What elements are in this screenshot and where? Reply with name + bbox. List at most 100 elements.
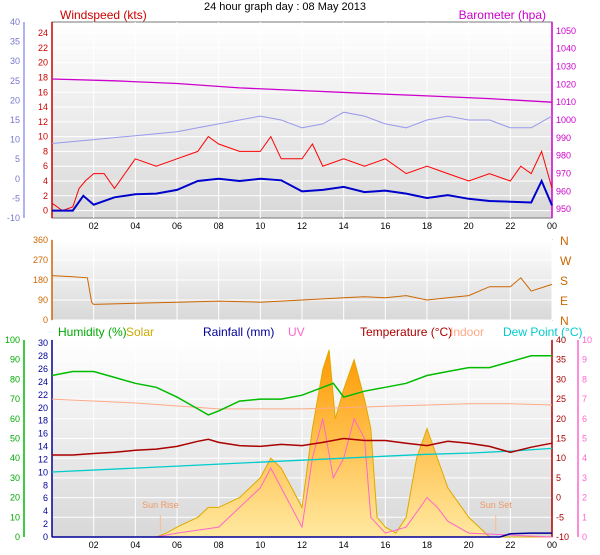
feels-like-tick-label: 35	[10, 37, 20, 47]
temperature-tick-label: 35	[556, 355, 566, 365]
x-tick-label: 14	[339, 221, 349, 231]
rainfall-tick-label: 0	[43, 532, 48, 542]
humidity-line	[51, 355, 552, 416]
x-tick-label: 16	[380, 221, 390, 231]
feels-like-tick-label: 10	[10, 135, 20, 145]
windspeed-tick-label: 10	[38, 132, 48, 142]
temperature-tick-label: 30	[556, 374, 566, 384]
direction-tick-label: 360	[33, 235, 48, 245]
temperature-line	[52, 437, 553, 456]
windspeed-tick-label: 4	[43, 176, 48, 186]
feels-like-tick-label: 5	[15, 154, 20, 164]
rainfall-tick-label: 26	[38, 364, 48, 374]
humidity-tick-label: 100	[5, 335, 20, 345]
humidity-tick-label: 30	[10, 473, 20, 483]
feels-like-tick-label: 30	[10, 56, 20, 66]
solar-legend: Solar	[126, 325, 154, 339]
barometer-tick-label: 1050	[556, 26, 576, 36]
uv-tick-label: 9	[582, 355, 587, 365]
uv-legend: UV	[288, 325, 305, 339]
windspeed-tick-label: 0	[43, 206, 48, 216]
sunset-label: Sun Set	[480, 500, 513, 510]
x-tick-label: 20	[464, 221, 474, 231]
rainfall-tick-label: 8	[43, 480, 48, 490]
barometer-tick-label: 950	[556, 204, 571, 214]
humidity-tick-label: 20	[10, 493, 20, 503]
x-tick-label: 00	[547, 540, 557, 550]
barometer-tick-label: 1010	[556, 97, 576, 107]
temperature-tick-label: 10	[556, 453, 566, 463]
rainfall-tick-label: 18	[38, 416, 48, 426]
humidity-tick-label: 90	[10, 355, 20, 365]
rainfall-tick-label: 4	[43, 506, 48, 516]
windspeed-tick-label: 20	[38, 58, 48, 68]
windspeed-tick-label: 6	[43, 161, 48, 171]
feels-like-tick-label: -10	[7, 213, 20, 223]
uv-tick-label: 10	[582, 335, 592, 345]
windspeed-axis-label: Windspeed (kts)	[60, 8, 147, 22]
x-tick-label: 00	[547, 221, 557, 231]
x-tick-label: 06	[172, 221, 182, 231]
rain-line	[52, 532, 552, 538]
x-tick-label: 18	[422, 221, 432, 231]
uv-tick-label: 2	[582, 493, 587, 503]
rainfall-legend: Rainfall (mm)	[203, 325, 274, 339]
humidity-tick-label: 10	[10, 512, 20, 522]
windspeed-tick-label: 8	[43, 146, 48, 156]
direction-tick-label: 90	[38, 295, 48, 305]
rainfall-tick-label: 14	[38, 442, 48, 452]
x-tick-label: 10	[255, 540, 265, 550]
humidity-tick-label: 80	[10, 374, 20, 384]
rainfall-tick-label: 10	[38, 467, 48, 477]
barometer-axis-label: Barometer (hpa)	[459, 8, 546, 22]
sunrise-label: Sun Rise	[142, 500, 179, 510]
rainfall-tick-label: 6	[43, 493, 48, 503]
temperature-tick-label: 25	[556, 394, 566, 404]
rainfall-tick-label: 22	[38, 390, 48, 400]
uv-tick-label: 4	[582, 453, 587, 463]
windspeed-tick-label: 12	[38, 117, 48, 127]
x-tick-label: 22	[505, 221, 515, 231]
windspeed-tick-label: 2	[43, 191, 48, 201]
compass-tick-label: W	[560, 254, 572, 268]
direction-tick-label: 270	[33, 255, 48, 265]
windspeed-tick-label: 14	[38, 102, 48, 112]
uv-tick-label: 0	[582, 532, 587, 542]
temperature-tick-label: -5	[556, 512, 564, 522]
temperature-legend: Temperature (°C)	[360, 325, 452, 339]
barometer-tick-label: 1020	[556, 79, 576, 89]
humidity-tick-label: 0	[15, 532, 20, 542]
x-tick-label: 08	[214, 540, 224, 550]
temperature-tick-label: 15	[556, 434, 566, 444]
uv-tick-label: 1	[582, 512, 587, 522]
barometer-tick-label: 1000	[556, 115, 576, 125]
windspeed-tick-label: 18	[38, 72, 48, 82]
rainfall-tick-label: 20	[38, 403, 48, 413]
chart-title: 24 hour graph day : 08 May 2013	[204, 1, 366, 13]
compass-tick-label: E	[560, 294, 568, 308]
temperature-tick-label: 5	[556, 473, 561, 483]
grid-lines	[52, 22, 553, 538]
feels-like-tick-label: 25	[10, 76, 20, 86]
temperature-tick-label: 40	[556, 335, 566, 345]
windspeed-tick-label: 22	[38, 43, 48, 53]
temperature-tick-label: 0	[556, 493, 561, 503]
x-tick-label: 18	[422, 540, 432, 550]
windspeed-tick-label: 24	[38, 28, 48, 38]
uv-tick-label: 5	[582, 434, 587, 444]
compass-tick-label: S	[560, 274, 568, 288]
x-tick-label: 12	[297, 221, 307, 231]
wind-gust-line	[51, 135, 553, 212]
rainfall-tick-label: 28	[38, 351, 48, 361]
humidity-tick-label: 60	[10, 414, 20, 424]
rainfall-tick-label: 24	[38, 377, 48, 387]
rainfall-tick-label: 30	[38, 338, 48, 348]
wind-average-line	[52, 177, 553, 212]
x-tick-label: 04	[130, 221, 140, 231]
x-tick-label: 22	[505, 540, 515, 550]
feels-like-tick-label: 40	[10, 17, 20, 27]
humidity-tick-label: 50	[10, 434, 20, 444]
indoor-legend: Indoor	[450, 325, 484, 339]
temperature-tick-label: -10	[556, 532, 569, 542]
